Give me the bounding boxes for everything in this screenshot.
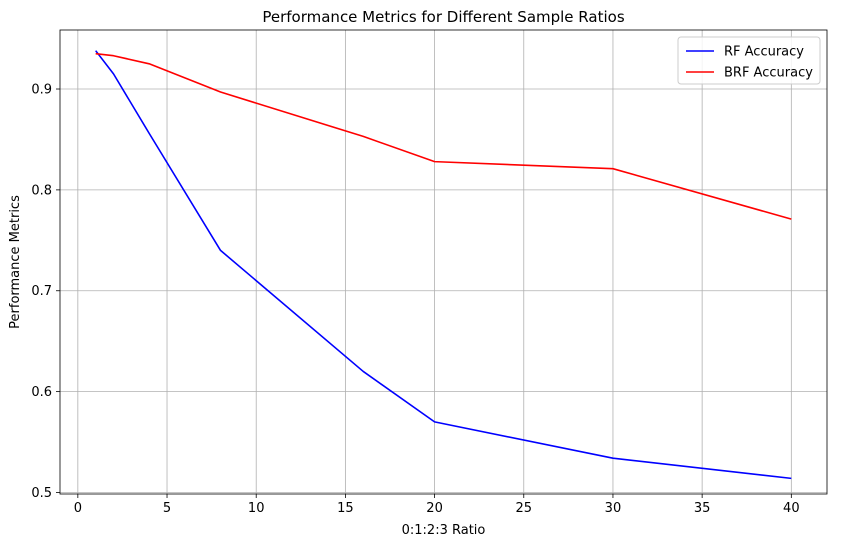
x-tick-label: 40 bbox=[783, 501, 800, 516]
series-lines bbox=[95, 50, 792, 480]
legend: RF Accuracy BRF Accuracy bbox=[677, 36, 821, 85]
plot-frame bbox=[59, 29, 828, 495]
grid-lines bbox=[60, 30, 827, 494]
legend-label: RF Accuracy bbox=[724, 45, 804, 60]
x-tick-label: 15 bbox=[337, 501, 354, 516]
x-tick-label: 10 bbox=[248, 501, 265, 516]
series-line bbox=[95, 52, 792, 220]
x-axis-ticks: 0 5 10 15 20 25 30 35 40 bbox=[74, 494, 800, 516]
chart-title: Performance Metrics for Different Sample… bbox=[262, 8, 624, 26]
x-tick-label: 0 bbox=[74, 501, 82, 516]
y-tick-label: 0.7 bbox=[31, 284, 52, 299]
x-axis-label: 0:1:2:3 Ratio bbox=[402, 523, 486, 538]
x-tick-label: 30 bbox=[605, 501, 622, 516]
legend-label: BRF Accuracy bbox=[724, 66, 813, 81]
x-tick-label: 20 bbox=[426, 501, 443, 516]
y-axis-ticks: 0.5 0.6 0.7 0.8 0.9 bbox=[31, 83, 60, 501]
x-tick-label: 5 bbox=[163, 501, 171, 516]
y-axis-label: Performance Metrics bbox=[8, 195, 23, 329]
series-line bbox=[95, 50, 792, 480]
x-tick-label: 25 bbox=[515, 501, 532, 516]
x-tick-label: 35 bbox=[694, 501, 711, 516]
y-tick-label: 0.6 bbox=[31, 385, 52, 400]
y-tick-label: 0.5 bbox=[31, 486, 52, 501]
y-tick-label: 0.8 bbox=[31, 183, 52, 198]
y-tick-label: 0.9 bbox=[31, 83, 52, 98]
